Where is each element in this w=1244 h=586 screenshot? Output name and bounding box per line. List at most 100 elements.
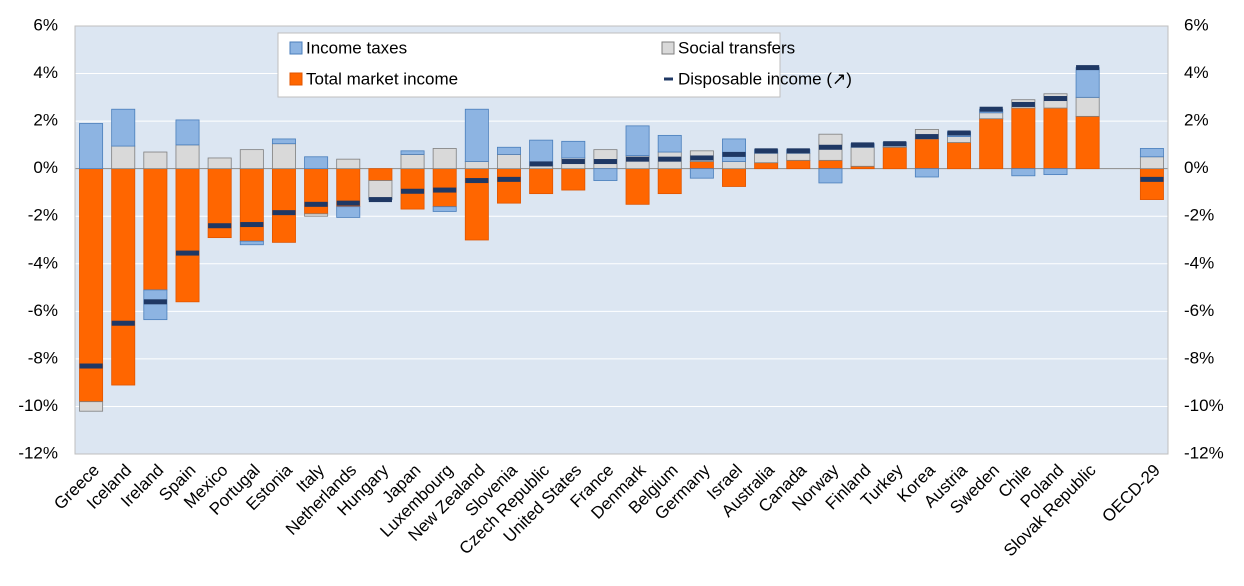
legend-label: Total market income <box>306 69 458 88</box>
y2-tick-label: 6% <box>1184 15 1209 34</box>
bar-segment <box>175 119 200 146</box>
disposable-marker <box>1011 101 1035 107</box>
y-tick-label: -4% <box>28 253 58 272</box>
disposable-marker <box>915 134 939 140</box>
disposable-marker <box>529 161 553 167</box>
legend-swatch <box>664 77 673 81</box>
disposable-marker <box>722 151 746 157</box>
bar-segment <box>722 168 746 187</box>
disposable-marker <box>1140 176 1164 182</box>
disposable-marker <box>754 148 778 154</box>
bar-segment <box>979 112 1004 120</box>
bar-segment <box>818 159 843 170</box>
y2-tick-label: -6% <box>1184 301 1214 320</box>
bar-segment <box>754 162 779 170</box>
bar-segment <box>111 168 136 386</box>
bar-segment <box>947 136 972 143</box>
bar-segment <box>561 168 586 191</box>
y2-tick-label: 4% <box>1184 63 1209 82</box>
legend-label: Disposable income (↗) <box>678 69 852 88</box>
bar-segment <box>304 168 329 215</box>
bar-segment <box>143 289 168 321</box>
bar-segment <box>368 180 393 199</box>
plot-border <box>74 25 1169 455</box>
y-tick-label: -10% <box>18 396 58 415</box>
bar-segment <box>497 168 521 204</box>
legend-label: Income taxes <box>306 38 407 57</box>
y2-tick-label: -2% <box>1184 206 1214 225</box>
bar-segment <box>239 149 264 170</box>
bar-segment <box>400 153 425 170</box>
bar-segment <box>979 118 1004 170</box>
y-tick-label: 4% <box>33 63 58 82</box>
y2-tick-label: -10% <box>1184 396 1224 415</box>
disposable-marker <box>240 222 264 228</box>
bar-segment <box>304 156 329 170</box>
bar-segment <box>561 140 586 159</box>
legend-swatch <box>289 41 303 55</box>
disposable-marker <box>818 144 843 150</box>
disposable-marker <box>786 148 810 154</box>
bar-segment <box>271 138 296 145</box>
y-tick-label: -12% <box>18 443 58 462</box>
disposable-marker <box>143 299 167 305</box>
bar-segment <box>786 152 811 161</box>
bar-segment <box>400 150 425 155</box>
disposable-marker <box>336 200 360 206</box>
bar-segment <box>1075 96 1100 117</box>
disposable-marker <box>626 156 650 162</box>
bar-segment <box>304 213 329 217</box>
bar-segment <box>722 161 746 170</box>
bar-segment <box>432 206 457 212</box>
disposable-marker <box>658 156 682 162</box>
disposable-marker <box>465 178 489 184</box>
x-tick-label: OECD-29 <box>1098 461 1164 527</box>
y-tick-label: 0% <box>33 158 58 177</box>
bar-segment <box>175 144 200 170</box>
disposable-marker <box>1076 65 1100 71</box>
bar-segment <box>271 143 296 170</box>
y-tick-label: 6% <box>33 15 58 34</box>
disposable-marker <box>433 187 457 193</box>
disposable-marker <box>947 130 971 136</box>
disposable-marker <box>851 142 875 148</box>
disposable-marker <box>272 210 296 216</box>
bar-segment <box>239 240 264 246</box>
y-tick-label: 2% <box>33 111 58 130</box>
y2-tick-label: 2% <box>1184 111 1209 130</box>
bar-segment <box>593 168 618 181</box>
bar-segment <box>1139 168 1164 200</box>
bar-segment <box>657 134 682 153</box>
bar-segment <box>850 146 875 167</box>
bar-segment <box>625 168 650 205</box>
disposable-marker <box>400 188 425 194</box>
y-tick-label: -8% <box>28 348 58 367</box>
bar-segment <box>529 168 554 195</box>
bar-segment <box>754 152 779 164</box>
bar-segment <box>1043 107 1068 170</box>
disposable-marker <box>883 141 907 147</box>
bar-segment <box>175 168 200 303</box>
bar-segment <box>111 108 136 147</box>
bar-segment <box>529 139 554 166</box>
disposable-marker <box>497 176 521 182</box>
disposable-marker <box>690 155 714 161</box>
bar-segment <box>143 151 168 170</box>
bar-segment <box>368 168 393 181</box>
y-tick-label: -6% <box>28 301 58 320</box>
bar-segment <box>786 159 811 170</box>
bar-segment <box>464 161 489 170</box>
disposable-marker <box>1043 96 1068 102</box>
y2-tick-label: -8% <box>1184 348 1214 367</box>
disposable-marker <box>304 201 328 207</box>
bar-segment <box>818 168 843 184</box>
bar-segment <box>497 153 521 170</box>
bar-segment <box>1139 156 1164 170</box>
bar-segment <box>914 138 939 170</box>
y2-tick-label: -12% <box>1184 443 1224 462</box>
bar-segment <box>432 148 457 170</box>
bar-segment <box>1075 115 1100 170</box>
bar-segment <box>625 125 650 156</box>
bar-segment <box>1011 107 1036 170</box>
